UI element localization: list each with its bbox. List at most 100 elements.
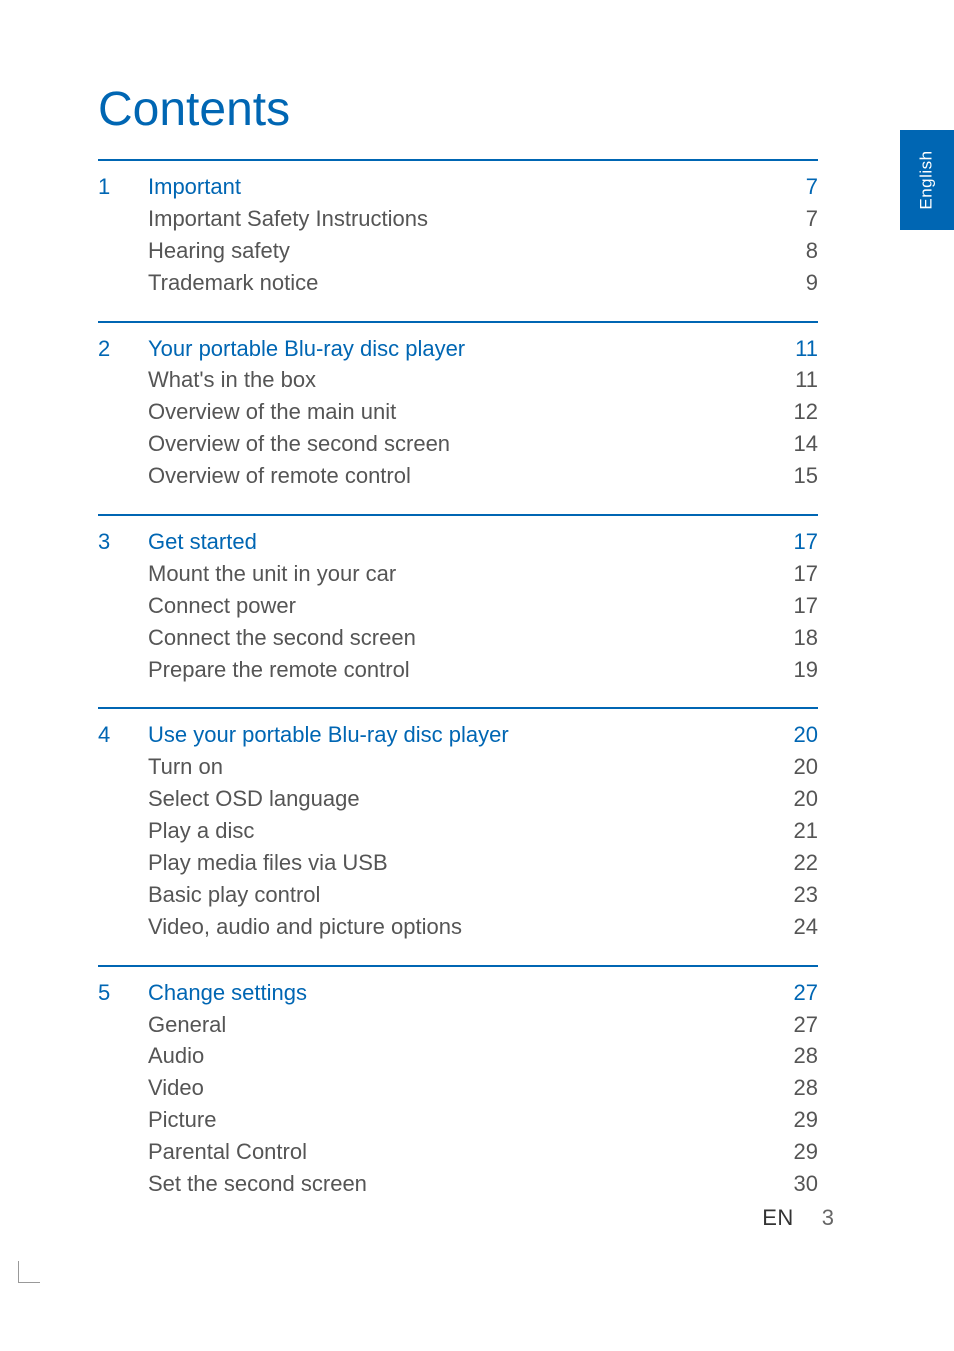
page: English Contents 1Important7Important Sa…	[0, 0, 954, 1351]
toc-section-page: 27	[768, 977, 818, 1009]
toc-subitem-page: 28	[768, 1040, 818, 1072]
footer-page-number: 3	[822, 1205, 834, 1231]
toc-subitem-page: 7	[768, 203, 818, 235]
toc-subitem-page: 24	[768, 911, 818, 943]
toc-subitem[interactable]: Connect power17	[98, 590, 818, 622]
toc-subitem[interactable]: Audio28	[98, 1040, 818, 1072]
toc-subitem-page: 12	[768, 396, 818, 428]
toc-subitem-label: Set the second screen	[148, 1168, 768, 1200]
toc-section-number: 2	[98, 333, 148, 365]
toc-subitem-label: Audio	[148, 1040, 768, 1072]
toc-section-heading[interactable]: 5Change settings27	[98, 977, 818, 1009]
toc-subitem-page: 21	[768, 815, 818, 847]
toc-section: 5Change settings27General27Audio28Video2…	[98, 965, 818, 1222]
toc-subitem[interactable]: Trademark notice9	[98, 267, 818, 299]
toc-subitem[interactable]: Parental Control29	[98, 1136, 818, 1168]
toc-section-title: Change settings	[148, 977, 768, 1009]
toc-subitem-label: Prepare the remote control	[148, 654, 768, 686]
toc-subitem[interactable]: Hearing safety8	[98, 235, 818, 267]
toc-subitem-page: 20	[768, 751, 818, 783]
page-footer: EN 3	[762, 1205, 834, 1231]
toc-section: 3Get started17Mount the unit in your car…	[98, 514, 818, 707]
toc-section: 4Use your portable Blu-ray disc player20…	[98, 707, 818, 964]
toc-section-title: Your portable Blu-ray disc player	[148, 333, 768, 365]
toc-subitem-page: 22	[768, 847, 818, 879]
toc-subitem-page: 29	[768, 1104, 818, 1136]
toc-subitem-label: Overview of remote control	[148, 460, 768, 492]
toc-subitem[interactable]: Overview of the main unit12	[98, 396, 818, 428]
toc-subitem-label: Important Safety Instructions	[148, 203, 768, 235]
toc-subitem-page: 20	[768, 783, 818, 815]
toc-subitem[interactable]: Set the second screen30	[98, 1168, 818, 1200]
toc-subitem-page: 8	[768, 235, 818, 267]
toc-section-heading[interactable]: 1Important7	[98, 171, 818, 203]
toc-subitem-label: Picture	[148, 1104, 768, 1136]
toc-section-number: 4	[98, 719, 148, 751]
toc-subitem-label: Video, audio and picture options	[148, 911, 768, 943]
toc-subitem-page: 15	[768, 460, 818, 492]
toc-subitem[interactable]: Picture29	[98, 1104, 818, 1136]
toc-section-heading[interactable]: 2Your portable Blu-ray disc player11	[98, 333, 818, 365]
toc-section-title: Use your portable Blu-ray disc player	[148, 719, 768, 751]
crop-mark-icon	[18, 1261, 40, 1283]
toc-subitem-label: Play media files via USB	[148, 847, 768, 879]
toc-subitem[interactable]: Video28	[98, 1072, 818, 1104]
toc-section-page: 7	[768, 171, 818, 203]
toc-subitem-page: 9	[768, 267, 818, 299]
toc-section-title: Important	[148, 171, 768, 203]
toc-subitem[interactable]: Prepare the remote control19	[98, 654, 818, 686]
footer-lang: EN	[762, 1205, 794, 1231]
toc-subitem-label: Basic play control	[148, 879, 768, 911]
toc-subitem[interactable]: General27	[98, 1009, 818, 1041]
toc-subitem-label: Select OSD language	[148, 783, 768, 815]
toc-section-page: 11	[768, 333, 818, 365]
toc-subitem-label: Trademark notice	[148, 267, 768, 299]
toc-section-page: 17	[768, 526, 818, 558]
toc-subitem-label: What's in the box	[148, 364, 768, 396]
toc-section: 1Important7Important Safety Instructions…	[98, 159, 818, 321]
toc-subitem-page: 23	[768, 879, 818, 911]
toc-subitem-page: 28	[768, 1072, 818, 1104]
toc-subitem-page: 17	[768, 590, 818, 622]
toc-subitem-label: Parental Control	[148, 1136, 768, 1168]
toc-subitem-page: 14	[768, 428, 818, 460]
toc-subitem[interactable]: Overview of the second screen14	[98, 428, 818, 460]
toc-subitem[interactable]: Turn on20	[98, 751, 818, 783]
toc-subitem[interactable]: Select OSD language20	[98, 783, 818, 815]
toc-section-title: Get started	[148, 526, 768, 558]
toc-section-number: 1	[98, 171, 148, 203]
toc-subitem-page: 30	[768, 1168, 818, 1200]
toc-subitem-page: 18	[768, 622, 818, 654]
toc-subitem-label: Hearing safety	[148, 235, 768, 267]
toc-subitem-label: Mount the unit in your car	[148, 558, 768, 590]
language-tab: English	[900, 130, 954, 230]
toc-subitem-label: General	[148, 1009, 768, 1041]
toc-subitem[interactable]: Play a disc21	[98, 815, 818, 847]
toc-subitem[interactable]: Overview of remote control15	[98, 460, 818, 492]
toc-subitem-label: Connect the second screen	[148, 622, 768, 654]
toc-subitem[interactable]: Video, audio and picture options24	[98, 911, 818, 943]
toc-section-heading[interactable]: 3Get started17	[98, 526, 818, 558]
toc-subitem-page: 19	[768, 654, 818, 686]
toc-subitem[interactable]: Mount the unit in your car17	[98, 558, 818, 590]
toc-subitem[interactable]: Connect the second screen18	[98, 622, 818, 654]
toc-subitem[interactable]: Important Safety Instructions7	[98, 203, 818, 235]
toc-subitem-label: Overview of the main unit	[148, 396, 768, 428]
toc-subitem-label: Turn on	[148, 751, 768, 783]
toc-subitem[interactable]: Basic play control23	[98, 879, 818, 911]
page-title: Contents	[98, 82, 818, 137]
toc-subitem-label: Video	[148, 1072, 768, 1104]
toc-subitem[interactable]: Play media files via USB22	[98, 847, 818, 879]
toc-section: 2Your portable Blu-ray disc player11What…	[98, 321, 818, 514]
toc-subitem-page: 11	[768, 364, 818, 396]
toc-section-page: 20	[768, 719, 818, 751]
language-tab-label: English	[917, 150, 937, 209]
toc-subitem-page: 17	[768, 558, 818, 590]
toc-subitem-page: 27	[768, 1009, 818, 1041]
contents-block: Contents 1Important7Important Safety Ins…	[98, 82, 818, 1222]
toc-section-heading[interactable]: 4Use your portable Blu-ray disc player20	[98, 719, 818, 751]
toc-subitem-label: Play a disc	[148, 815, 768, 847]
toc-subitem[interactable]: What's in the box11	[98, 364, 818, 396]
toc-subitem-label: Connect power	[148, 590, 768, 622]
toc-section-number: 5	[98, 977, 148, 1009]
